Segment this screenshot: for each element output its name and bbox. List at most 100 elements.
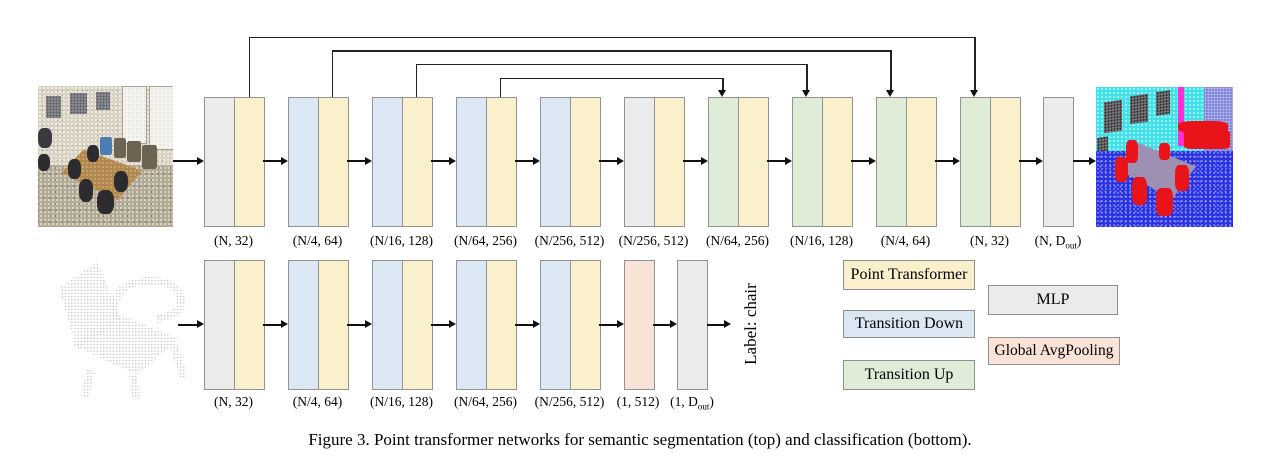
chair-armrest [110, 276, 186, 323]
office-chair [67, 159, 82, 180]
segmented-chair [1175, 165, 1190, 191]
classification-input-image [59, 261, 187, 399]
skip-connection-3 [415, 63, 808, 66]
block-label: (N/4, 64) [292, 233, 343, 248]
skip-connection-4-source [499, 77, 502, 97]
point-transformer-column [822, 98, 852, 226]
skip-connection-2-source [331, 50, 334, 97]
transition-down-column [541, 98, 570, 226]
block-label: (N/16, 128) [370, 394, 433, 409]
point-transformer-column [738, 98, 768, 226]
skip-connection-2-drop [890, 50, 892, 90]
block-label: (N/64, 256) [454, 233, 517, 248]
arrow-right-icon [1072, 156, 1096, 165]
arrow-right-icon [851, 156, 876, 165]
arrow-right-icon [599, 320, 623, 328]
office-chair [86, 145, 99, 163]
segmentation-input-image [38, 86, 173, 227]
legend-transition-up: Transition Up [843, 360, 975, 390]
office-chair [113, 170, 129, 192]
point-transformer-column [234, 261, 264, 389]
block-label: (N/16, 128) [790, 233, 853, 248]
skip-connection-3-source [415, 63, 418, 97]
mlp-column [678, 261, 707, 389]
transition-down-column [457, 261, 486, 389]
point-transformer-column [402, 98, 432, 226]
segmented-picture-frame [1156, 90, 1170, 116]
skip-arrowhead-4-icon [718, 90, 727, 97]
segmented-chair [1159, 143, 1170, 160]
skip-connection-4 [499, 77, 724, 80]
transition-down-column [457, 98, 486, 226]
block-label: (1, 512) [616, 394, 660, 409]
segmented-picture-frame [1104, 99, 1123, 134]
seg-block-6 [624, 97, 685, 227]
arrow-right-icon [653, 320, 677, 328]
arrow-right-icon [347, 320, 372, 328]
seg-block-11 [1043, 97, 1074, 227]
cls-block-1 [204, 260, 265, 390]
block-label: (N, 32) [970, 233, 1009, 248]
legend-point-transformer: Point Transformer [843, 260, 975, 290]
chair-leg [81, 369, 95, 398]
point-transformer-column [318, 98, 348, 226]
arrow-right-icon [347, 156, 372, 165]
segmented-chair [1126, 140, 1139, 163]
seg-block-10 [960, 97, 1021, 227]
arrow-right-icon [515, 156, 540, 165]
block-label: (N/64, 256) [454, 394, 517, 409]
cls-block-6-global-avgpooling [623, 260, 655, 390]
skip-connection-1-source [248, 36, 251, 97]
block-label: (N, 32) [214, 233, 253, 248]
magenta-stripe [1178, 87, 1184, 146]
point-transformer-column [570, 261, 600, 389]
transition-up-column [877, 98, 906, 226]
block-label: (N/256, 512) [618, 233, 689, 248]
cls-block-4 [456, 260, 517, 390]
label-text: ) [709, 394, 714, 409]
transition-down-column [289, 261, 318, 389]
arrow-right-icon [707, 320, 731, 328]
block-label: (N/16, 128) [370, 233, 433, 248]
skip-connection-1-drop [974, 36, 976, 90]
arrow-right-icon [599, 156, 624, 165]
block-label: (N/4, 64) [880, 233, 931, 248]
transition-up-column [961, 98, 990, 226]
figure-caption: Figure 3. Point transformer networks for… [308, 430, 972, 449]
arrow-right-icon [178, 320, 204, 328]
row-chair [141, 145, 157, 170]
skip-arrowhead-3-icon [802, 90, 811, 97]
skip-arrowhead-2-icon [886, 90, 895, 97]
mlp-column [1044, 98, 1073, 226]
label-subscript: out [697, 401, 710, 412]
skip-arrowhead-1-icon [970, 90, 979, 97]
room-picture-frame [46, 95, 61, 119]
row-chair [113, 138, 126, 158]
point-transformer-column [906, 98, 936, 226]
office-chair [38, 153, 51, 171]
segmented-chair-row [1183, 130, 1231, 149]
cls-block-5 [540, 260, 601, 390]
transition-up-column [793, 98, 822, 226]
skip-connection-3-drop [806, 63, 808, 90]
arrow-right-icon [263, 320, 288, 328]
chair-leg [129, 375, 141, 399]
block-label: (N, 32) [214, 394, 253, 409]
point-transformer-column [402, 261, 432, 389]
arrow-right-icon [431, 156, 456, 165]
seg-block-7 [708, 97, 769, 227]
dark-monitor [38, 128, 52, 149]
label-text: (1, D [670, 394, 698, 409]
block-label: (N/256, 512) [534, 394, 605, 409]
cls-block-7-mlp [677, 260, 708, 390]
chair-leg [169, 343, 187, 379]
segmented-chair [1131, 176, 1147, 205]
segmented-chair-row [1178, 120, 1228, 134]
arrow-right-icon [515, 320, 540, 328]
block-label: (N/64, 256) [706, 233, 769, 248]
arrow-right-icon [935, 156, 960, 165]
skip-connection-4-drop [722, 77, 724, 90]
transition-up-column [709, 98, 738, 226]
seg-block-8 [792, 97, 853, 227]
